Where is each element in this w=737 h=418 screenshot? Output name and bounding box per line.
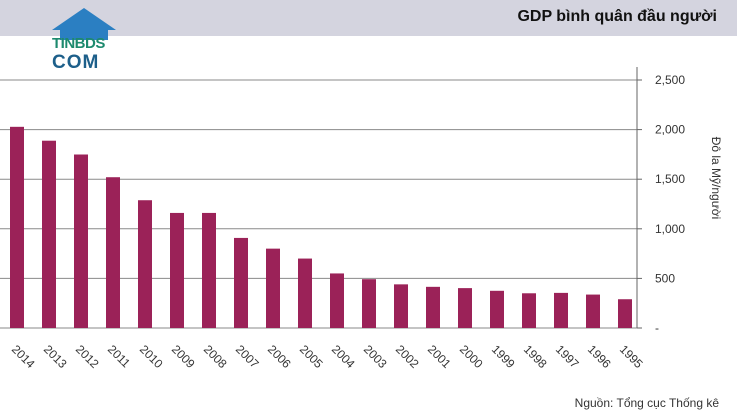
x-tick-label-2007: 2007 (233, 342, 262, 371)
x-tick-label-2000: 2000 (457, 342, 486, 371)
y-tick-label: 500 (655, 271, 675, 285)
site-logo[interactable]: TINBDS COM (48, 6, 120, 72)
grid-layer (0, 79, 637, 329)
bar-1997 (554, 292, 568, 328)
bar-2002 (394, 284, 408, 328)
y-tick-label: 2,000 (655, 123, 685, 137)
x-tick-label-1998: 1998 (521, 342, 550, 371)
bar-2009 (170, 212, 184, 328)
bar-2008 (202, 212, 216, 328)
x-tick-label-2004: 2004 (329, 342, 358, 371)
bar-1998 (522, 293, 536, 328)
x-tick-label-1995: 1995 (617, 342, 646, 371)
x-tick-label-2013: 2013 (41, 342, 70, 371)
y-tick-label: - (655, 321, 659, 335)
category-layer: 2014 2013 2012 2011 2010 2009 2008 2007 2006 2005… (9, 342, 646, 371)
bar-2014 (10, 126, 24, 328)
header-band (0, 0, 737, 36)
bar-2005 (298, 258, 312, 328)
bar-1996 (586, 294, 600, 328)
x-tick-label-2002: 2002 (393, 342, 422, 371)
source-note: Nguồn: Tổng cục Thống kê (574, 396, 719, 410)
bar-2007 (234, 237, 248, 328)
house-logo-icon (52, 8, 116, 40)
bar-2006 (266, 248, 280, 328)
logo-text-top: TINBDS (52, 35, 105, 52)
bar-layer (10, 126, 632, 328)
x-tick-label-1997: 1997 (553, 342, 582, 371)
chart-title: GDP bình quân đầu người (517, 8, 717, 25)
bar-2000 (458, 288, 472, 328)
bar-2013 (42, 140, 56, 328)
bar-2001 (426, 286, 440, 328)
x-tick-label-1999: 1999 (489, 342, 518, 371)
logo-text-bottom: COM (52, 52, 100, 73)
tick-layer: - 500 1,000 1,500 2,000 2,500 (637, 73, 685, 335)
y-axis-label: Đô la Mỹ/người (709, 137, 723, 220)
y-tick-label: 1,000 (655, 222, 685, 236)
x-tick-label-2003: 2003 (361, 342, 390, 371)
bar-1995 (618, 299, 632, 328)
bar-1999 (490, 290, 504, 328)
x-tick-label-2010: 2010 (137, 342, 166, 371)
x-tick-label-2012: 2012 (73, 342, 102, 371)
y-tick-label: 2,500 (655, 73, 685, 87)
x-tick-label-2008: 2008 (201, 342, 230, 371)
x-tick-label-2005: 2005 (297, 342, 326, 371)
bar-2012 (74, 154, 88, 328)
bar-2011 (106, 177, 120, 328)
x-tick-label-2014: 2014 (9, 342, 38, 371)
bar-2010 (138, 200, 152, 328)
bar-2003 (362, 279, 376, 328)
x-tick-label-2006: 2006 (265, 342, 294, 371)
x-tick-label-1996: 1996 (585, 342, 614, 371)
x-tick-label-2001: 2001 (425, 342, 454, 371)
bar-2004 (330, 273, 344, 328)
x-tick-label-2011: 2011 (105, 342, 133, 370)
y-tick-label: 1,500 (655, 172, 685, 186)
x-tick-label-2009: 2009 (169, 342, 198, 371)
